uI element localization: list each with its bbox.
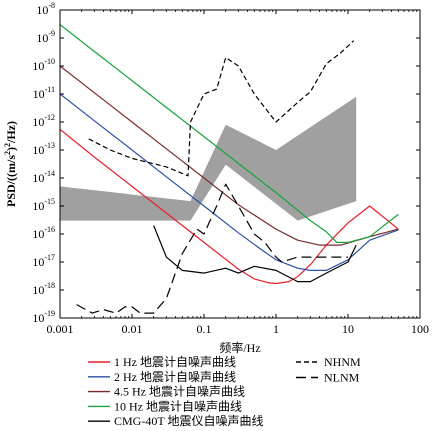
y-tick-exponent: -11 (45, 85, 55, 94)
y-tick-base: 10 (33, 87, 45, 101)
y-tick-exponent: -9 (48, 29, 55, 38)
plot-frame (59, 9, 421, 319)
series-layer (60, 24, 399, 314)
y-tick-base: 10 (36, 31, 48, 45)
legend-label-nhnm: NHNM (324, 355, 361, 369)
y-tick-label: 10-18 (32, 281, 55, 297)
y-tick-label: 10-12 (32, 113, 55, 129)
y-tick-base: 10 (32, 171, 44, 185)
y-tick-exponent: -10 (44, 57, 55, 66)
x-tick-label: 100 (411, 322, 429, 336)
y-tick-label: 10-10 (32, 57, 55, 73)
series-line-1 (60, 93, 399, 271)
x-axis-title: 频率/Hz (219, 340, 260, 355)
y-tick-label: 10-16 (32, 225, 55, 241)
y-tick-base: 10 (32, 255, 44, 269)
axis-layer: 0.001 0.01 0.1 1 10 10010-810-910-1010-1110-1… (32, 1, 429, 336)
noise-band (60, 96, 357, 221)
y-tick-label: 10-15 (32, 197, 55, 213)
y-axis-title-part-3: /Hz) (4, 121, 18, 144)
y-tick-base: 10 (32, 283, 44, 297)
y-tick-base: 10 (32, 199, 44, 213)
y-axis-title-part-2: ) (4, 147, 18, 151)
y-tick-exponent: -17 (44, 253, 55, 262)
y-tick-base: 10 (32, 143, 44, 157)
y-axis-title: PSD/((m/s2)2/Hz) (3, 121, 18, 207)
y-axis-title-sup-1: 2 (3, 151, 12, 155)
legend-label-4: CMG-40T 地震仪自噪声曲线 (114, 414, 263, 428)
y-axis-title-sup-2: 2 (3, 143, 12, 147)
x-tick-label: 0.1 (197, 322, 212, 336)
y-tick-label: 10-14 (32, 169, 55, 185)
y-tick-label: 10-8 (36, 1, 55, 17)
y-tick-base: 10 (32, 311, 44, 325)
series-line-6 (76, 183, 348, 314)
y-tick-base: 10 (32, 59, 44, 73)
legend-label-3: 10 Hz 地震计自噪声曲线 (114, 399, 242, 413)
series-line-5 (88, 40, 355, 177)
y-axis-title-part-1: PSD/((m/s (4, 155, 18, 207)
series-line-0 (60, 128, 399, 285)
x-tick-label: 0.001 (47, 322, 74, 336)
y-tick-base: 10 (32, 227, 44, 241)
y-tick-label: 10-11 (33, 85, 55, 101)
y-tick-label: 10-9 (36, 29, 55, 45)
legend-label-nlnm: NLNM (324, 371, 360, 385)
y-tick-exponent: -16 (44, 225, 55, 234)
y-tick-base: 10 (36, 3, 48, 17)
x-tick-label: 1 (273, 322, 279, 336)
y-tick-exponent: -13 (44, 141, 55, 150)
series-line-4 (153, 225, 357, 283)
x-tick-label: 10 (342, 322, 354, 336)
y-tick-exponent: -14 (44, 169, 55, 178)
y-tick-label: 10-19 (32, 309, 55, 325)
y-tick-base: 10 (32, 115, 44, 129)
y-tick-label: 10-13 (32, 141, 55, 157)
y-tick-exponent: -8 (48, 1, 55, 10)
y-tick-label: 10-17 (32, 253, 55, 269)
legend-label-0: 1 Hz 地震计自噪声曲线 (114, 355, 236, 369)
series-line-3 (60, 24, 399, 243)
y-tick-exponent: -19 (44, 309, 55, 318)
y-tick-exponent: -15 (44, 197, 55, 206)
series-line-2 (60, 65, 399, 246)
y-tick-exponent: -12 (44, 113, 55, 122)
x-tick-label: 0.01 (122, 322, 143, 336)
legend-label-2: 4.5 Hz 地震计自噪声曲线 (114, 385, 245, 399)
legend-label-1: 2 Hz 地震计自噪声曲线 (114, 370, 236, 384)
noise-band-layer (60, 96, 357, 221)
y-tick-exponent: -18 (44, 281, 55, 290)
